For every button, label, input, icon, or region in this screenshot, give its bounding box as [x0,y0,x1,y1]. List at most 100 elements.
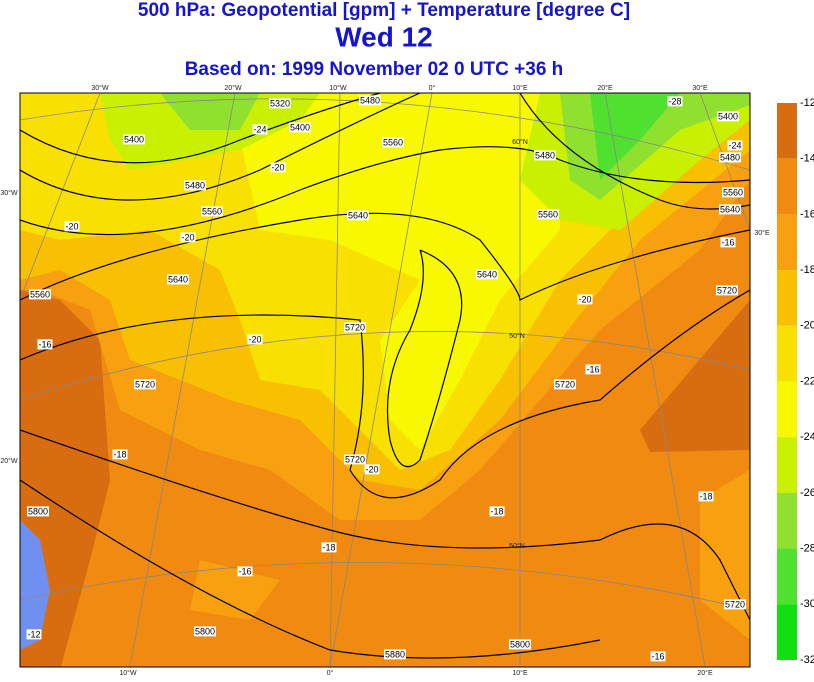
colorbar-box [777,270,797,326]
colorbar-box [777,437,797,493]
geopotential-label: 5320 [270,98,290,108]
label-bg [64,221,80,232]
label-bg [475,269,499,280]
geopotential-label: 5480 [720,152,740,162]
geopotential-label: 5560 [202,206,222,216]
colorbar-label: -24 [800,431,814,443]
geopotential-label: 5720 [135,379,155,389]
day: Wed 12 [335,21,433,52]
label-bg [343,454,367,465]
coord-label: 0° [327,669,334,677]
geopotential-label: 5560 [723,187,743,197]
coord-label: 20°W [0,457,18,465]
colorbar-label: -30 [800,598,814,610]
geopotential-label: 5720 [345,322,365,332]
temperature-label: -18 [699,491,712,501]
label-bg [346,210,370,221]
geopotential-label: 5560 [383,137,403,147]
label-bg [718,204,742,215]
label-bg [37,339,53,350]
label-bg [26,629,42,640]
colorbar-label: -32 [800,654,814,666]
coord-label: 10°W [329,84,347,92]
geopotential-label: 5640 [477,269,497,279]
temperature-label: -16 [651,651,664,661]
label-bg [718,152,742,163]
geopotential-label: 5720 [555,379,575,389]
label-bg [585,364,601,375]
colorbar-box [777,381,797,438]
colorbar-box [777,103,797,159]
label-bg [716,111,740,122]
colorbar-box [777,214,797,271]
temperature-label: -16 [238,566,251,576]
coord-label: 20°E [697,669,713,677]
label-bg [667,96,683,107]
colorbar-box [777,158,797,215]
label-bg [723,599,747,610]
colorbar-label: -26 [800,487,814,499]
coord-label: 30°E [692,84,708,92]
geopotential-label: 5400 [718,111,738,121]
label-bg [237,566,253,577]
label-bg [383,649,407,660]
label-bg [721,187,745,198]
label-bg [270,162,286,173]
label-bg [183,180,207,191]
label-bg [364,464,380,475]
geopotential-label: 5640 [168,274,188,284]
coord-label: 20°E [597,84,613,92]
label-bg [715,285,739,296]
temperature-label: -16 [721,237,734,247]
temperature-label: -28 [668,96,681,106]
temperature-label: -20 [248,334,261,344]
label-bg [200,206,224,217]
label-bg [26,506,50,517]
temperature-label: -20 [578,294,591,304]
colorbar-box [777,548,797,605]
colorbar-label: -28 [800,543,814,555]
geopotential-label: 5400 [290,122,310,132]
colorbar-label: -12 [800,97,814,109]
label-bg [577,294,593,305]
geopotential-label: 5720 [717,285,737,295]
label-bg [252,124,268,135]
geopotential-label: 5400 [124,134,144,144]
temperature-label: -16 [38,339,51,349]
colorbar-box [777,325,797,382]
label-bg [180,232,196,243]
label-bg [536,209,560,220]
colorbar: -12 -14 -16 -18 -20 -22 -24 -26 -28 -30 -32 [777,97,814,666]
colorbar-label: -20 [800,320,814,332]
colorbar-box [777,604,797,660]
map [20,93,750,667]
temperature-label: -18 [490,506,503,516]
label-bg [698,491,714,502]
temperature-label: -24 [253,124,266,134]
label-bg [358,95,382,106]
colorbar-label: -14 [800,153,814,165]
geopotential-label: 5800 [195,626,215,636]
title: 500 hPa: Geopotential [gpm] + Temperatur… [138,0,630,21]
geopotential-label: 5800 [28,506,48,516]
temperature-label: -18 [113,449,126,459]
coord-label: 50°N [509,542,525,550]
coord-label: 30°W [0,189,18,197]
coord-label: 10°E [512,84,528,92]
coord-label: 30°E [754,229,770,237]
label-bg [133,379,157,390]
based-on: Based on: 1999 November 02 0 UTC +36 h [185,59,564,80]
geopotential-label: 5480 [360,95,380,105]
coord-label: 20°W [224,84,242,92]
temperature-label: -12 [27,629,40,639]
coord-label: 10°E [512,669,528,677]
geopotential-label: 5720 [725,599,745,609]
geopotential-label: 5880 [385,649,405,659]
label-bg [268,98,292,109]
label-bg [553,379,577,390]
label-bg [247,334,263,345]
label-bg [650,651,666,662]
label-bg [321,542,337,553]
geopotential-label: 5560 [30,289,50,299]
